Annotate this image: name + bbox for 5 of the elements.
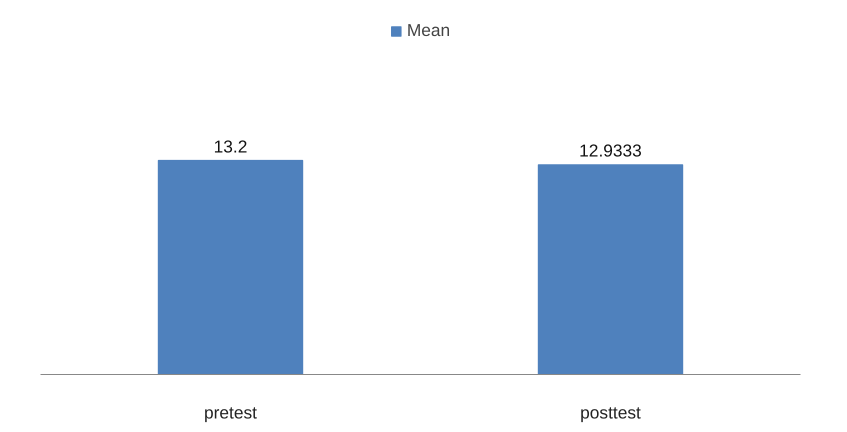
x-tick-label: pretest	[204, 402, 258, 422]
x-tick-label: posttest	[580, 402, 642, 422]
legend-label: Mean	[406, 20, 450, 41]
data-label: 12.9333	[579, 140, 642, 161]
data-label: 13.2	[214, 136, 248, 156]
